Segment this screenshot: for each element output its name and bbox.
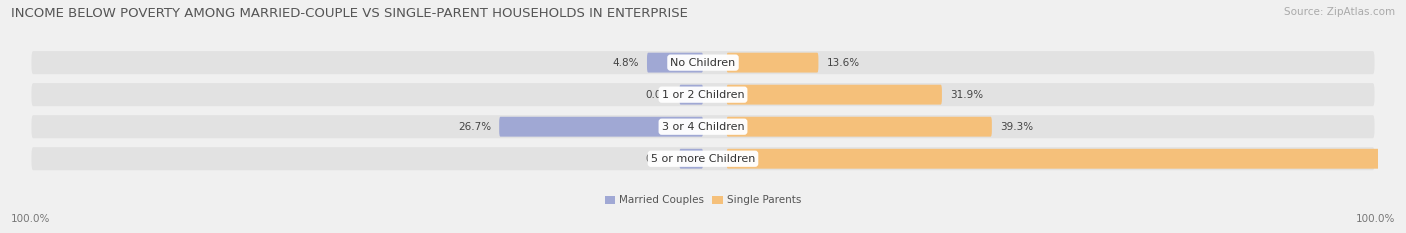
Text: 39.3%: 39.3% <box>1000 122 1033 132</box>
FancyBboxPatch shape <box>499 117 703 137</box>
Text: 26.7%: 26.7% <box>458 122 491 132</box>
FancyBboxPatch shape <box>31 83 1375 106</box>
Text: 0.0%: 0.0% <box>645 154 671 164</box>
Text: No Children: No Children <box>671 58 735 68</box>
Text: 5 or more Children: 5 or more Children <box>651 154 755 164</box>
FancyBboxPatch shape <box>31 115 1375 138</box>
Text: 0.0%: 0.0% <box>645 90 671 100</box>
Text: INCOME BELOW POVERTY AMONG MARRIED-COUPLE VS SINGLE-PARENT HOUSEHOLDS IN ENTERPR: INCOME BELOW POVERTY AMONG MARRIED-COUPL… <box>11 7 688 20</box>
FancyBboxPatch shape <box>647 53 703 72</box>
Legend: Married Couples, Single Parents: Married Couples, Single Parents <box>605 195 801 206</box>
FancyBboxPatch shape <box>31 51 1375 74</box>
Text: Source: ZipAtlas.com: Source: ZipAtlas.com <box>1284 7 1395 17</box>
Text: 31.9%: 31.9% <box>950 90 983 100</box>
FancyBboxPatch shape <box>679 85 703 105</box>
FancyBboxPatch shape <box>679 149 703 169</box>
FancyBboxPatch shape <box>727 85 942 105</box>
Text: 4.8%: 4.8% <box>613 58 638 68</box>
Text: 100.0%: 100.0% <box>1355 214 1395 224</box>
Text: 3 or 4 Children: 3 or 4 Children <box>662 122 744 132</box>
FancyBboxPatch shape <box>727 117 991 137</box>
FancyBboxPatch shape <box>727 149 1402 169</box>
Text: 1 or 2 Children: 1 or 2 Children <box>662 90 744 100</box>
Text: 100.0%: 100.0% <box>11 214 51 224</box>
Text: 13.6%: 13.6% <box>827 58 859 68</box>
FancyBboxPatch shape <box>727 53 818 72</box>
FancyBboxPatch shape <box>31 147 1375 170</box>
